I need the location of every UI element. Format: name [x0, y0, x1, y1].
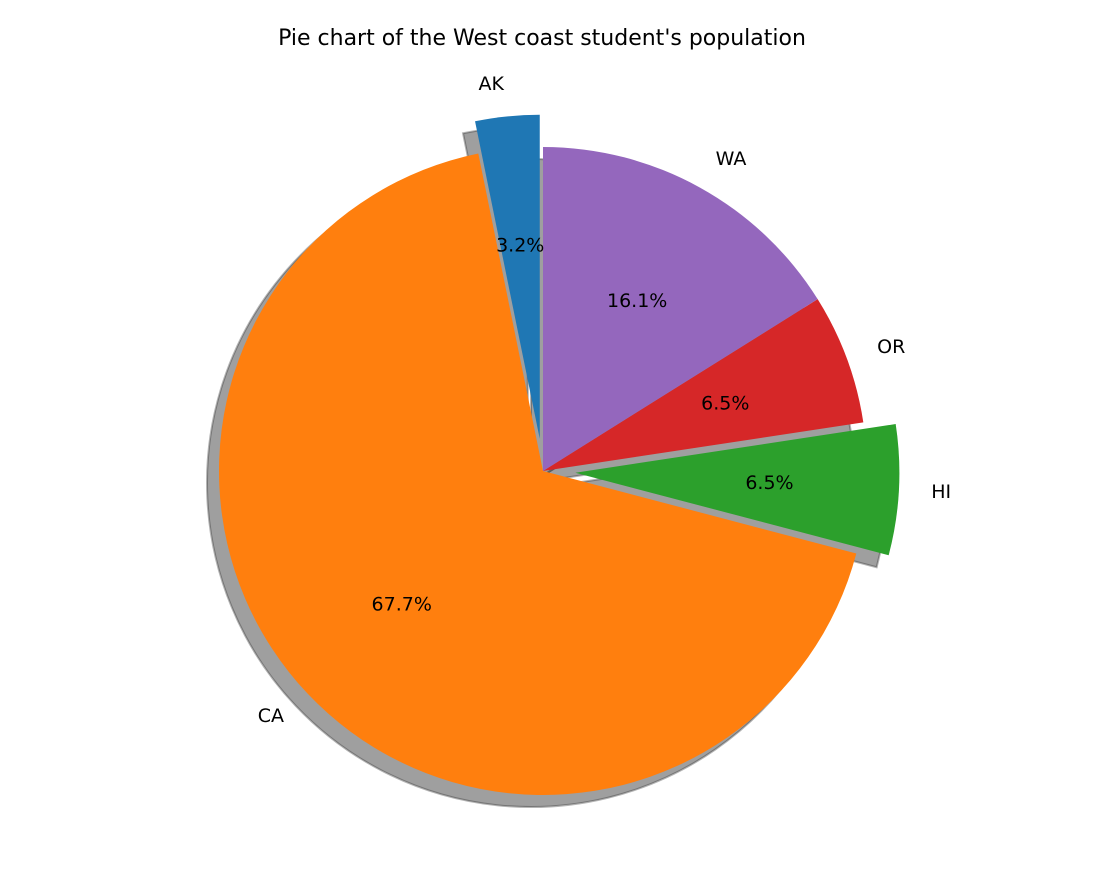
pie-slice-wa	[543, 147, 818, 471]
slice-label-ak: AK	[479, 73, 505, 95]
label-layer: AK 3.2% CA 67.7% HI 6.5% OR 6.5% WA 16.1%	[258, 73, 951, 727]
slice-percent-ca: 67.7%	[372, 594, 432, 616]
chart-title: Pie chart of the West coast student's po…	[278, 26, 806, 51]
slice-label-hi: HI	[931, 481, 951, 503]
slice-label-or: OR	[877, 336, 905, 358]
slice-percent-or: 6.5%	[701, 392, 749, 414]
slice-layer	[219, 114, 900, 795]
slice-percent-ak: 3.2%	[496, 234, 544, 256]
pie-slice-hi	[575, 424, 900, 556]
pie-slice-ca	[219, 153, 857, 795]
slice-label-wa: WA	[716, 148, 747, 170]
slice-percent-wa: 16.1%	[607, 290, 667, 312]
pie-slice-ak	[475, 114, 540, 439]
slice-label-ca: CA	[258, 705, 284, 727]
slice-percent-hi: 6.5%	[745, 472, 793, 494]
pie-slice-or	[543, 299, 864, 471]
